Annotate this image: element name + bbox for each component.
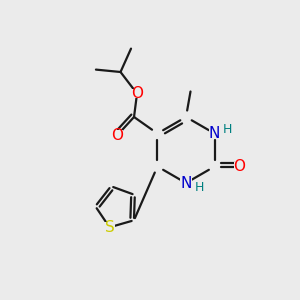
Text: H: H bbox=[223, 123, 232, 136]
Text: O: O bbox=[233, 159, 245, 174]
Text: N: N bbox=[209, 126, 220, 141]
FancyBboxPatch shape bbox=[209, 129, 220, 138]
FancyBboxPatch shape bbox=[234, 162, 245, 171]
Text: H: H bbox=[194, 181, 204, 194]
FancyBboxPatch shape bbox=[131, 89, 142, 98]
Text: O: O bbox=[131, 86, 143, 101]
Text: S: S bbox=[105, 220, 114, 235]
Text: N: N bbox=[180, 176, 192, 190]
FancyBboxPatch shape bbox=[181, 178, 192, 188]
FancyBboxPatch shape bbox=[112, 130, 123, 140]
FancyBboxPatch shape bbox=[104, 223, 115, 232]
Text: O: O bbox=[112, 128, 124, 142]
